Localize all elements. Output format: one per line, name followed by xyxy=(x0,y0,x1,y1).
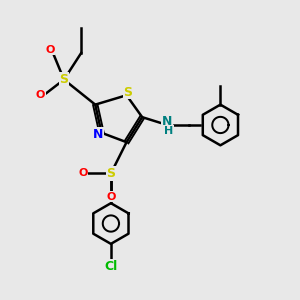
Text: S: S xyxy=(106,167,116,180)
Text: N: N xyxy=(162,115,172,128)
Text: O: O xyxy=(36,90,45,100)
Text: N: N xyxy=(93,128,103,141)
Text: Cl: Cl xyxy=(104,260,118,273)
Text: O: O xyxy=(106,192,116,202)
Text: S: S xyxy=(124,85,133,99)
Text: O: O xyxy=(45,45,55,55)
Text: S: S xyxy=(59,73,68,86)
Text: H: H xyxy=(164,126,173,136)
Text: O: O xyxy=(78,169,87,178)
